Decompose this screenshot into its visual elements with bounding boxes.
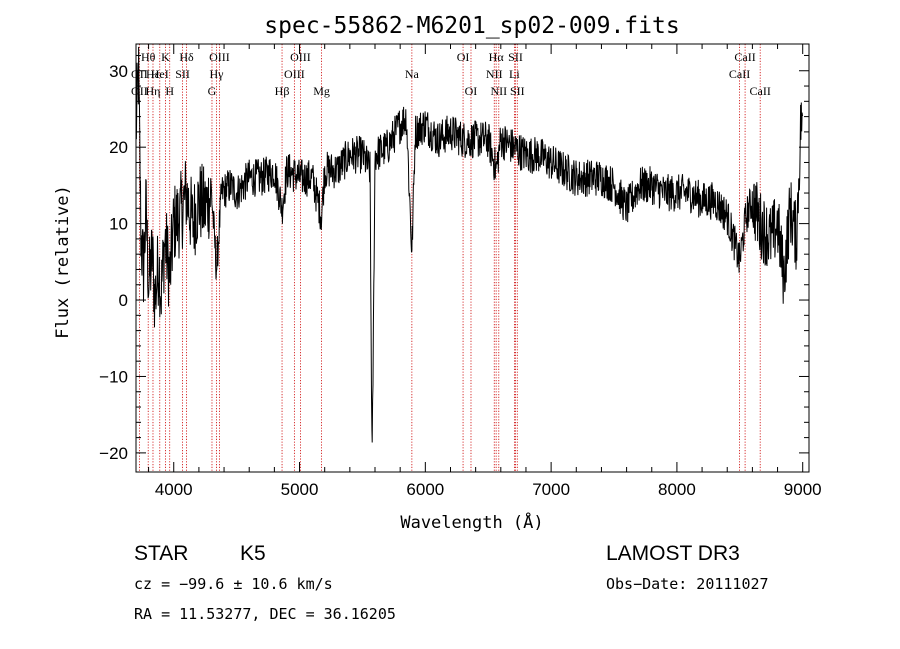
x-axis-label: Wavelength (Å) bbox=[400, 511, 543, 533]
line-label: Hγ bbox=[210, 67, 225, 81]
line-label: SII bbox=[508, 50, 523, 64]
y-tick-label: 10 bbox=[109, 215, 128, 234]
line-label: HeI bbox=[151, 67, 169, 81]
object-class: STAR bbox=[134, 542, 188, 565]
line-label: Hη bbox=[146, 84, 161, 98]
coordinates: RA = 11.53277, DEC = 36.16205 bbox=[134, 605, 396, 623]
y-tick-label: 0 bbox=[119, 291, 128, 310]
line-label: OII bbox=[131, 67, 148, 81]
marker-lines bbox=[138, 44, 761, 472]
y-tick-label: 20 bbox=[109, 138, 128, 157]
line-label: NII bbox=[490, 84, 507, 98]
chart-title: spec-55862-M6201_sp02-009.fits bbox=[264, 13, 679, 39]
line-label: Hβ bbox=[275, 84, 290, 98]
x-tick-label: 6000 bbox=[406, 480, 444, 499]
line-label: Na bbox=[405, 67, 420, 81]
line-label: OI bbox=[465, 84, 478, 98]
line-label: CaII bbox=[729, 67, 750, 81]
y-tick-label: −20 bbox=[99, 444, 128, 463]
survey-name: LAMOST DR3 bbox=[606, 542, 740, 565]
line-label: Hθ bbox=[141, 50, 156, 64]
line-label: OIII bbox=[209, 50, 230, 64]
y-tick-label: −10 bbox=[99, 367, 128, 386]
line-label: Hδ bbox=[179, 50, 194, 64]
x-tick-label: 5000 bbox=[281, 480, 319, 499]
x-tick-label: 4000 bbox=[155, 480, 193, 499]
y-axis: −20 −10 0 10 20 30 bbox=[99, 54, 809, 463]
line-label: Li bbox=[509, 67, 520, 81]
line-label: Mg bbox=[313, 84, 330, 98]
line-label: CaII bbox=[750, 84, 771, 98]
line-label: H bbox=[165, 84, 174, 98]
x-tick-label: 9000 bbox=[784, 480, 822, 499]
obs-date: Obs−Date: 20111027 bbox=[606, 575, 769, 593]
line-label: OIII bbox=[290, 50, 311, 64]
y-tick-label: 30 bbox=[109, 62, 128, 81]
line-label: OIII bbox=[284, 67, 305, 81]
line-label: G bbox=[208, 84, 217, 98]
line-label: CaII bbox=[734, 50, 755, 64]
x-tick-label: 7000 bbox=[532, 480, 570, 499]
x-tick-label: 8000 bbox=[658, 480, 696, 499]
redshift-value: cz = −99.6 ± 10.6 km/s bbox=[134, 575, 333, 593]
line-label: NII bbox=[486, 67, 503, 81]
y-axis-label: Flux (relative) bbox=[53, 185, 73, 339]
plot-frame bbox=[135, 43, 810, 473]
line-label: Hε bbox=[146, 67, 160, 81]
line-label: K bbox=[161, 50, 170, 64]
object-subclass: K5 bbox=[240, 542, 266, 565]
line-label: OI bbox=[457, 50, 470, 64]
line-label: OII bbox=[131, 84, 148, 98]
line-label: SII bbox=[175, 67, 190, 81]
spectrum-line bbox=[135, 46, 803, 443]
line-label: Hα bbox=[489, 50, 505, 64]
x-axis: 4000 5000 6000 7000 8000 9000 bbox=[148, 44, 822, 499]
line-label: SII bbox=[510, 84, 525, 98]
